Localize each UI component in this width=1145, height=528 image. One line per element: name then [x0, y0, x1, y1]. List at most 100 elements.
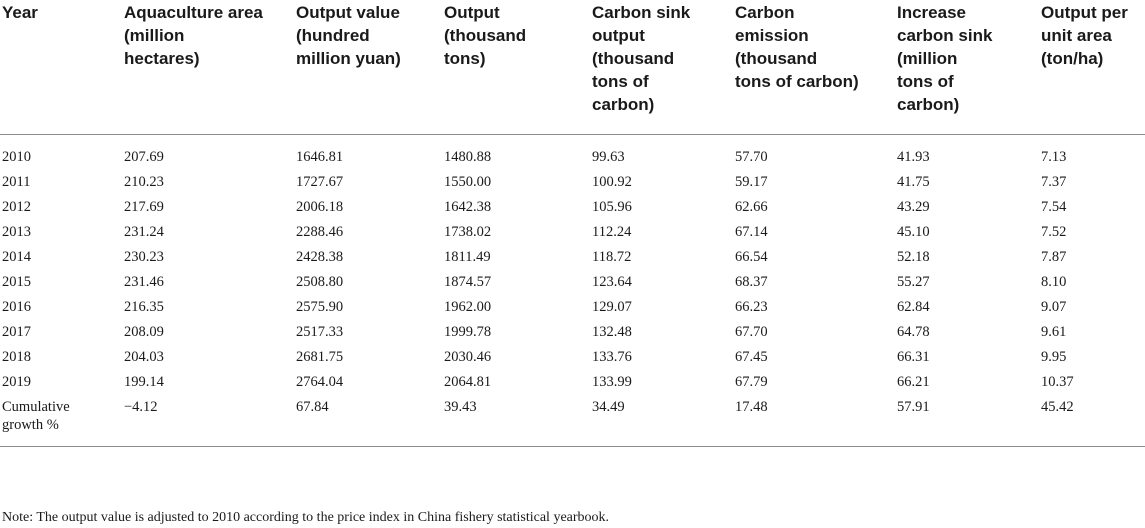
cell-output: 1999.78: [444, 324, 492, 340]
table-row: 2016 216.35 2575.90 1962.00 129.07 66.23 62.84…: [0, 294, 1145, 319]
cell-output-value: 2006.18: [296, 199, 344, 215]
table-note: Note: The output value is adjusted to 20…: [2, 510, 610, 525]
cell-output-value: 2508.80: [296, 274, 344, 290]
cell-aquaculture-area: −4.12: [122, 394, 294, 447]
cell-year: 2011: [2, 174, 31, 190]
table-row: 2011 210.23 1727.67 1550.00 100.92 59.17 41.75…: [0, 169, 1145, 194]
cell-year: 2017: [2, 324, 31, 340]
cell-aquaculture-area: 207.69: [124, 149, 164, 165]
cell-carbon-sink-output: 34.49: [590, 394, 733, 447]
cell-output-per-unit-area: 7.54: [1041, 199, 1067, 215]
cell-carbon-sink-output: 112.24: [592, 224, 632, 240]
cell-increase-carbon-sink: 57.91: [895, 394, 1039, 447]
cell-output-per-unit-area: 9.61: [1041, 324, 1067, 340]
cell-output-value: 2517.33: [296, 324, 344, 340]
cell-carbon-sink-output: 132.48: [592, 324, 632, 340]
cell-increase-carbon-sink: 64.78: [897, 324, 930, 340]
cell-output: 2064.81: [444, 374, 492, 390]
cell-increase-carbon-sink: 43.29: [897, 199, 930, 215]
header-increase-carbon-sink: Increase carbon sink (million tons of ca…: [895, 0, 1039, 135]
cell-aquaculture-area: 231.24: [124, 224, 164, 240]
cell-increase-carbon-sink: 45.10: [897, 224, 930, 240]
cell-increase-carbon-sink: 55.27: [897, 274, 930, 290]
cell-year: 2014: [2, 249, 31, 265]
cell-output-value: 2288.46: [296, 224, 344, 240]
cell-carbon-sink-output: 133.76: [592, 349, 632, 365]
cell-output-value: 1646.81: [296, 149, 344, 165]
cell-carbon-emission: 67.79: [735, 374, 768, 390]
table-row: 2012 217.69 2006.18 1642.38 105.96 62.66 43.29…: [0, 194, 1145, 219]
table-header: Year Aquaculture area (million hectares)…: [0, 0, 1145, 135]
cell-output-per-unit-area: 45.42: [1039, 394, 1145, 447]
cell-output-value: 2764.04: [296, 374, 344, 390]
cell-increase-carbon-sink: 52.18: [897, 249, 930, 265]
cell-output-per-unit-area: 7.13: [1041, 149, 1067, 165]
table-row: Cumulative growth % −4.12 67.84 39.43 34.49 1…: [0, 394, 1145, 447]
cell-increase-carbon-sink: 41.75: [897, 174, 930, 190]
cell-aquaculture-area: 230.23: [124, 249, 164, 265]
cell-output-value: 2428.38: [296, 249, 344, 265]
cell-output-per-unit-area: 7.52: [1041, 224, 1067, 240]
cell-output-value: 1727.67: [296, 174, 344, 190]
cell-carbon-sink-output: 118.72: [592, 249, 632, 265]
header-aquaculture-area: Aquaculture area (million hectares): [122, 0, 294, 135]
table-row: 2013 231.24 2288.46 1738.02 112.24 67.14 45.10…: [0, 219, 1145, 244]
cell-year: 2018: [2, 349, 31, 365]
cell-output-per-unit-area: 7.87: [1041, 249, 1067, 265]
cell-output: 1811.49: [444, 249, 491, 265]
cell-carbon-emission: 68.37: [735, 274, 768, 290]
cell-output: 1962.00: [444, 299, 492, 315]
cell-year: 2013: [2, 224, 31, 240]
cell-carbon-emission: 59.17: [735, 174, 768, 190]
cell-output: 1550.00: [444, 174, 492, 190]
cell-output: 1874.57: [444, 274, 492, 290]
cell-output: 39.43: [442, 394, 590, 447]
cell-output: 1642.38: [444, 199, 492, 215]
cell-carbon-sink-output: 99.63: [592, 149, 625, 165]
header-carbon-emission: Carbon emission (thousand tons of carbon…: [733, 0, 895, 135]
header-output: Output (thousand tons): [442, 0, 590, 135]
cell-year: 2010: [2, 149, 31, 165]
cell-output-value: 67.84: [294, 394, 442, 447]
cell-increase-carbon-sink: 66.21: [897, 374, 930, 390]
header-output-value: Output value (hundred million yuan): [294, 0, 442, 135]
cell-year: 2015: [2, 274, 31, 290]
cell-carbon-sink-output: 123.64: [592, 274, 632, 290]
cell-output-per-unit-area: 7.37: [1041, 174, 1067, 190]
cell-carbon-sink-output: 105.96: [592, 199, 632, 215]
cell-carbon-sink-output: 129.07: [592, 299, 632, 315]
header-year: Year: [0, 0, 122, 135]
cell-output-per-unit-area: 8.10: [1041, 274, 1067, 290]
header-row: Year Aquaculture area (million hectares)…: [0, 0, 1145, 135]
cell-year: 2012: [2, 199, 31, 215]
cell-output-value: 2681.75: [296, 349, 344, 365]
table-row: 2019 199.14 2764.04 2064.81 133.99 67.79 66.21…: [0, 369, 1145, 394]
cell-aquaculture-area: 231.46: [124, 274, 164, 290]
cell-output: 1738.02: [444, 224, 492, 240]
cell-year: 2019: [2, 374, 31, 390]
cell-carbon-sink-output: 100.92: [592, 174, 632, 190]
cell-output-per-unit-area: 9.07: [1041, 299, 1067, 315]
header-output-per-unit-area: Output per unit area (ton/ha): [1039, 0, 1145, 135]
cell-year: 2016: [2, 299, 31, 315]
table-row: 2017 208.09 2517.33 1999.78 132.48 67.70 64.78…: [0, 319, 1145, 344]
cell-aquaculture-area: 216.35: [124, 299, 164, 315]
table-body: 2010 207.69 1646.81 1480.88 99.63 57.70 41.93 7…: [0, 135, 1145, 447]
aquaculture-carbon-table: Year Aquaculture area (million hectares)…: [0, 0, 1145, 447]
table-row: 2014 230.23 2428.38 1811.49 118.72 66.54 52.18…: [0, 244, 1145, 269]
cell-increase-carbon-sink: 66.31: [897, 349, 930, 365]
table-row: 2015 231.46 2508.80 1874.57 123.64 68.37 55.27…: [0, 269, 1145, 294]
header-carbon-sink-output: Carbon sink output (thousand tons of car…: [590, 0, 733, 135]
table-row: 2018 204.03 2681.75 2030.46 133.76 67.45 66.31…: [0, 344, 1145, 369]
cell-aquaculture-area: 208.09: [124, 324, 164, 340]
cell-output-per-unit-area: 10.37: [1041, 374, 1074, 390]
cell-carbon-emission: 66.23: [735, 299, 768, 315]
data-table-container: Year Aquaculture area (million hectares)…: [0, 0, 1145, 447]
cell-increase-carbon-sink: 41.93: [897, 149, 930, 165]
cell-carbon-emission: 62.66: [735, 199, 768, 215]
cell-carbon-emission: 57.70: [735, 149, 768, 165]
cell-carbon-sink-output: 133.99: [592, 374, 632, 390]
cell-carbon-emission: 17.48: [733, 394, 895, 447]
cell-output-value: 2575.90: [296, 299, 344, 315]
cell-carbon-emission: 67.14: [735, 224, 768, 240]
